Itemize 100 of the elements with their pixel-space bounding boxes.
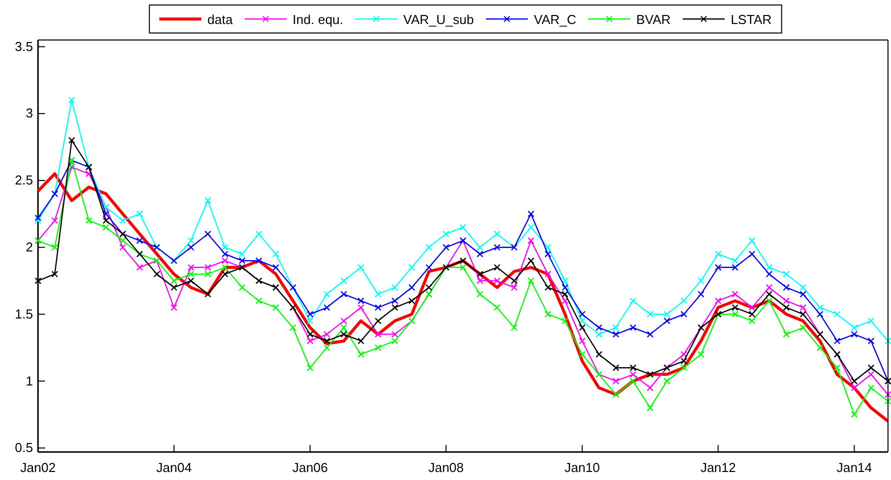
point bbox=[850, 411, 858, 418]
point bbox=[528, 277, 534, 284]
point bbox=[868, 384, 874, 392]
point bbox=[664, 378, 670, 384]
x-tick-label: Jan12 bbox=[700, 460, 736, 475]
point bbox=[680, 364, 688, 372]
point bbox=[578, 338, 586, 344]
point bbox=[188, 244, 194, 251]
point bbox=[766, 290, 773, 298]
point bbox=[714, 264, 722, 271]
point bbox=[680, 350, 688, 358]
point bbox=[868, 338, 874, 344]
point bbox=[51, 244, 58, 251]
point bbox=[238, 284, 246, 291]
point bbox=[255, 230, 262, 238]
point bbox=[204, 290, 212, 298]
point bbox=[204, 270, 212, 278]
point bbox=[358, 350, 364, 358]
point bbox=[358, 264, 364, 271]
point bbox=[596, 330, 602, 338]
point bbox=[664, 318, 670, 324]
point bbox=[408, 284, 416, 291]
point bbox=[800, 304, 806, 311]
point bbox=[850, 384, 858, 392]
point bbox=[578, 310, 586, 318]
point bbox=[460, 224, 466, 231]
point bbox=[800, 290, 806, 298]
point bbox=[748, 237, 756, 244]
point bbox=[255, 257, 262, 264]
point bbox=[510, 277, 518, 284]
point bbox=[238, 250, 246, 258]
point bbox=[494, 230, 500, 238]
point bbox=[782, 284, 790, 291]
point bbox=[476, 290, 484, 298]
point bbox=[578, 324, 586, 331]
point bbox=[222, 270, 228, 278]
y-tick-label: 1.5 bbox=[14, 306, 33, 322]
point bbox=[306, 318, 314, 324]
point bbox=[494, 264, 500, 271]
point bbox=[306, 338, 314, 344]
point bbox=[766, 264, 773, 271]
point bbox=[646, 330, 654, 338]
point bbox=[188, 237, 194, 244]
point bbox=[596, 324, 602, 331]
point bbox=[732, 290, 738, 298]
point bbox=[816, 344, 824, 352]
point bbox=[562, 284, 568, 291]
point bbox=[85, 217, 92, 224]
point bbox=[204, 264, 212, 271]
point bbox=[358, 338, 364, 344]
point bbox=[408, 297, 416, 304]
point bbox=[119, 237, 126, 244]
legend-label: VAR_C bbox=[534, 12, 576, 27]
point bbox=[102, 217, 110, 224]
point bbox=[494, 304, 500, 311]
point bbox=[612, 324, 620, 331]
point bbox=[272, 304, 280, 311]
legend-label: Ind. equ. bbox=[292, 12, 344, 27]
point bbox=[188, 264, 194, 271]
point bbox=[528, 224, 534, 231]
point bbox=[222, 244, 228, 251]
x-tick-label: Jan14 bbox=[836, 460, 872, 475]
point bbox=[426, 264, 432, 271]
x-tick-label: Jan02 bbox=[20, 460, 56, 475]
point bbox=[800, 284, 806, 291]
point bbox=[800, 310, 806, 318]
point bbox=[510, 284, 518, 291]
point bbox=[374, 344, 382, 352]
point bbox=[816, 310, 824, 318]
point bbox=[306, 310, 314, 318]
point bbox=[426, 244, 432, 251]
point bbox=[391, 297, 398, 304]
point bbox=[732, 310, 738, 318]
point bbox=[102, 224, 110, 231]
point bbox=[646, 310, 654, 318]
point bbox=[578, 350, 586, 358]
point bbox=[102, 210, 110, 218]
point bbox=[222, 264, 228, 271]
point bbox=[698, 350, 704, 358]
y-tick-label: 2 bbox=[26, 240, 33, 254]
point bbox=[340, 277, 348, 284]
point bbox=[306, 330, 314, 338]
point bbox=[153, 270, 160, 278]
point bbox=[391, 330, 398, 338]
point bbox=[391, 284, 398, 291]
point bbox=[238, 257, 246, 264]
point bbox=[374, 330, 382, 338]
x-tick-label: Jan08 bbox=[428, 460, 464, 475]
point bbox=[664, 310, 670, 318]
point bbox=[680, 358, 688, 364]
point bbox=[596, 350, 602, 358]
point bbox=[323, 344, 330, 352]
point bbox=[646, 384, 654, 392]
point bbox=[476, 277, 484, 284]
point bbox=[272, 264, 280, 271]
point bbox=[374, 290, 382, 298]
point bbox=[255, 297, 262, 304]
point bbox=[562, 290, 568, 298]
point bbox=[528, 257, 534, 264]
point bbox=[850, 378, 858, 384]
